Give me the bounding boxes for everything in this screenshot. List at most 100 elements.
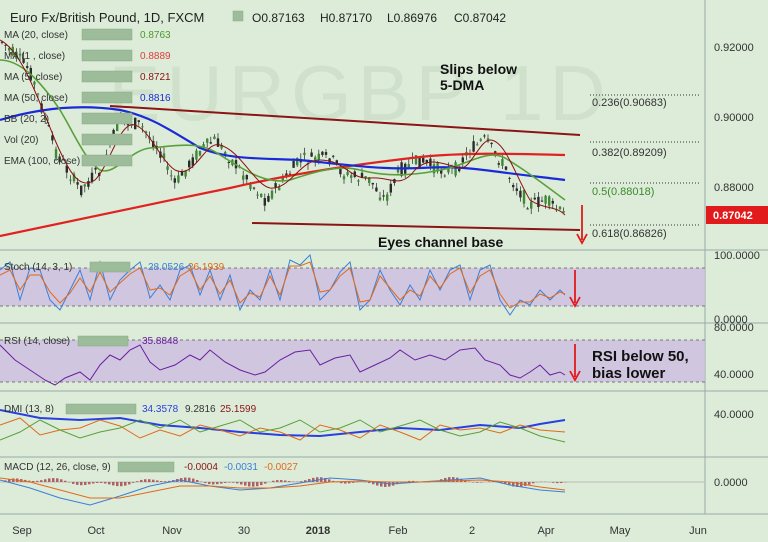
indicator-controls[interactable] (81, 49, 133, 62)
candle-body (198, 150, 202, 156)
macd-bar (380, 482, 383, 487)
time-axis-label: Apr (537, 525, 554, 537)
indicator-controls[interactable] (89, 261, 131, 273)
fib-level-label: 0.382(0.89209) (592, 147, 667, 159)
indicator-value: 0.8889 (140, 51, 171, 62)
macd-bar (52, 478, 55, 482)
candle-body (418, 157, 421, 168)
macd-bar (304, 480, 307, 482)
rsi-band (0, 340, 705, 382)
macd-bar (76, 482, 79, 485)
macd-bar (248, 482, 251, 487)
candle-body (432, 164, 436, 174)
annotation-channel-base: Eyes channel base (378, 234, 504, 250)
candle-body (360, 172, 364, 178)
time-axis: Sep Oct Nov 30 2018 Feb 2 Apr May Jun (12, 525, 707, 537)
time-axis-label: 2 (469, 525, 475, 537)
candle-body (162, 153, 166, 159)
indicator-controls[interactable] (117, 461, 175, 473)
candle-body (378, 197, 382, 200)
macd-bar (368, 482, 371, 484)
macd-tick: 0.0000 (714, 477, 748, 489)
macd-bar (64, 480, 67, 482)
candle-body (180, 171, 184, 176)
candle-body (83, 184, 86, 187)
indicator-controls[interactable] (65, 403, 137, 415)
macd-bar (412, 480, 415, 482)
candle-body (425, 159, 428, 164)
indicator-controls[interactable] (81, 154, 133, 167)
macd-bar (72, 482, 75, 484)
ohlc-open: O0.87163 (252, 11, 305, 25)
candle-body (375, 187, 378, 192)
ohlc-high: H0.87170 (320, 11, 372, 25)
candle-body (288, 173, 292, 175)
candle-body (72, 173, 76, 182)
candle-body (476, 144, 479, 146)
macd-bar (512, 482, 515, 487)
indicator-controls[interactable] (81, 112, 133, 125)
macd-bar (28, 480, 31, 482)
macd-bar (156, 480, 159, 482)
indicator-controls[interactable] (81, 70, 133, 83)
macd-bar (352, 482, 355, 483)
indicator-controls[interactable] (81, 133, 133, 146)
candle-body (490, 142, 493, 145)
candle-body (44, 117, 47, 121)
candle-body (422, 157, 425, 163)
macd-bar (80, 482, 83, 486)
macd-bar (92, 482, 95, 484)
stoch-tick: 100.0000 (714, 250, 760, 262)
candle-body (141, 126, 144, 128)
time-axis-label: Oct (87, 525, 104, 537)
candle-body (310, 152, 313, 157)
macd-bar (480, 482, 483, 483)
candle-body (396, 168, 400, 173)
macd-bar (196, 479, 199, 482)
candle-body (242, 175, 245, 180)
macd-bar (220, 482, 223, 484)
candle-body (134, 117, 137, 130)
fib-level-label: 0.618(0.86826) (592, 228, 667, 240)
indicator-controls[interactable] (77, 335, 129, 347)
indicator-name: EMA (100, close) (4, 156, 80, 167)
candle-body (494, 151, 497, 154)
macd-bar (528, 482, 531, 485)
macd-hist-value: -0.0004 (184, 462, 218, 473)
ohlc-low: L0.86976 (387, 11, 437, 25)
candle-body (206, 138, 209, 143)
macd-bar (88, 482, 91, 485)
candle-body (191, 157, 194, 166)
candle-body (342, 176, 346, 180)
macd-bar (208, 482, 211, 485)
macd-bar (348, 482, 351, 484)
visibility-toggle-icon[interactable] (232, 10, 244, 22)
dmi-name: DMI (13, 8) (4, 404, 54, 415)
macd-signal-value: -0.0027 (264, 462, 298, 473)
annotation-rsi: RSI below 50, bias lower (592, 348, 689, 382)
candle-body (548, 196, 551, 206)
macd-bar (284, 480, 287, 482)
stoch-tick: 0.0000 (714, 314, 748, 326)
macd-bar (212, 482, 215, 485)
macd-bar (308, 478, 311, 482)
rsi-value: 35.8848 (142, 336, 179, 347)
candle-body (62, 159, 65, 161)
macd-bar (232, 482, 235, 483)
candle-body (267, 195, 270, 202)
candle-body (526, 208, 529, 210)
macd-bar (112, 482, 115, 486)
indicator-controls[interactable] (81, 28, 133, 41)
macd-bar (464, 480, 467, 482)
candle-body (530, 201, 533, 209)
macd-bar (128, 482, 131, 485)
macd-bar (144, 479, 147, 482)
candle-body (522, 190, 526, 204)
time-axis-label: Jun (689, 525, 707, 537)
candle-body (216, 138, 220, 147)
candle-body (551, 200, 554, 204)
macd-signal-line (0, 477, 566, 499)
indicator-controls[interactable] (81, 91, 133, 104)
dmi-adx-value: 34.3578 (142, 404, 179, 415)
